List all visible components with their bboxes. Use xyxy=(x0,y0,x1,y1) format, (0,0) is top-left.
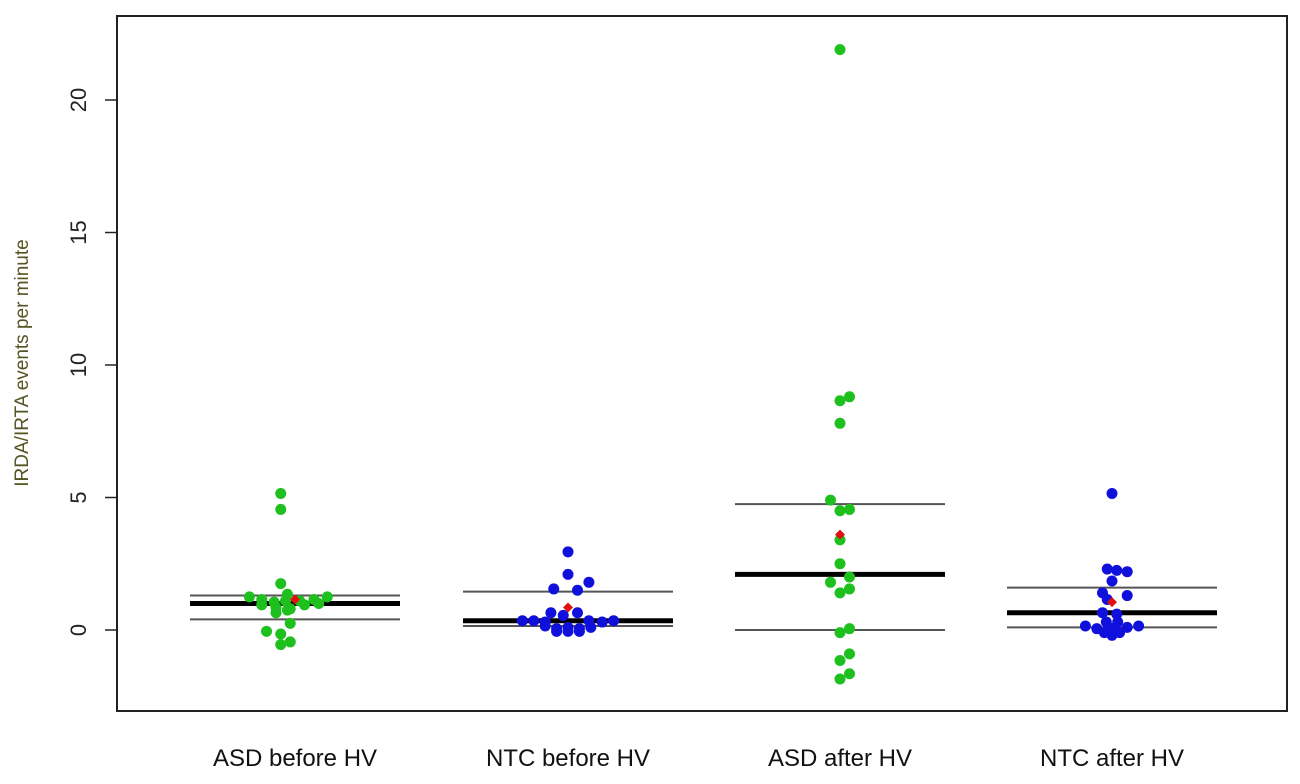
data-point xyxy=(1106,629,1118,641)
data-point xyxy=(834,654,846,666)
x-axis-labels: ASD before HV NTC before HV ASD after HV NT… xyxy=(213,745,1184,772)
data-point xyxy=(528,615,540,627)
data-point xyxy=(321,591,333,603)
data-point xyxy=(834,627,846,639)
x-category-label: ASD after HV xyxy=(768,745,912,772)
summary-lines xyxy=(190,503,1217,631)
mean-marker xyxy=(1107,597,1117,608)
data-point xyxy=(572,584,583,596)
y-axis: 0 5 10 15 20 xyxy=(66,88,118,636)
data-point xyxy=(1097,607,1108,619)
data-point xyxy=(557,609,569,621)
data-point xyxy=(275,488,287,500)
mean-marker xyxy=(290,594,300,605)
data-point xyxy=(539,620,551,632)
data-point xyxy=(1111,564,1123,576)
data-point xyxy=(844,623,855,635)
data-point xyxy=(844,668,855,680)
data-point xyxy=(562,625,574,637)
data-point xyxy=(1100,616,1112,628)
data-point xyxy=(844,391,855,403)
data-point xyxy=(585,621,597,633)
data-point xyxy=(834,395,846,407)
y-axis-title: IRDA/IRTA events per minute xyxy=(12,239,33,486)
data-point xyxy=(275,578,287,590)
data-point xyxy=(1101,563,1113,575)
data-point xyxy=(299,599,310,611)
data-point xyxy=(825,494,836,506)
y-tick-label: 0 xyxy=(66,624,91,636)
data-point xyxy=(834,44,846,56)
data-point xyxy=(1121,590,1133,602)
mean-markers xyxy=(290,529,1117,613)
data-point xyxy=(596,616,608,628)
data-point xyxy=(844,571,855,583)
data-point xyxy=(261,625,272,637)
y-tick-label: 15 xyxy=(66,220,91,244)
data-point xyxy=(284,636,296,648)
data-point xyxy=(1121,566,1133,578)
data-point xyxy=(573,625,585,637)
data-point xyxy=(834,417,846,429)
mean-marker xyxy=(563,602,573,613)
data-point xyxy=(1133,620,1145,632)
y-tick-label: 10 xyxy=(66,353,91,377)
data-point xyxy=(551,625,563,637)
data-point xyxy=(825,576,836,588)
data-points xyxy=(243,44,1145,685)
x-category-label: NTC after HV xyxy=(1040,745,1184,772)
x-category-label: ASD before HV xyxy=(213,745,377,772)
data-point xyxy=(275,503,287,515)
data-point xyxy=(281,604,293,616)
data-point xyxy=(548,583,560,595)
data-point xyxy=(562,568,574,580)
data-point xyxy=(1079,620,1091,632)
data-point xyxy=(834,505,846,517)
data-point xyxy=(243,591,255,603)
data-point xyxy=(844,583,855,595)
data-point xyxy=(1111,608,1123,620)
data-point xyxy=(1106,488,1118,500)
data-point xyxy=(844,648,855,660)
data-point xyxy=(545,607,557,619)
data-point xyxy=(834,558,846,570)
data-point xyxy=(562,546,574,558)
data-point xyxy=(834,534,846,546)
data-point xyxy=(583,576,595,588)
data-point xyxy=(834,673,846,685)
mean-marker xyxy=(835,529,845,540)
data-point xyxy=(270,607,282,619)
data-point xyxy=(516,615,528,627)
data-point xyxy=(275,628,287,640)
data-point xyxy=(834,587,846,599)
x-category-label: NTC before HV xyxy=(486,745,650,772)
data-point xyxy=(608,615,620,627)
data-point xyxy=(572,607,583,619)
data-point xyxy=(1106,575,1118,587)
data-point xyxy=(256,599,268,611)
data-point xyxy=(1112,616,1124,628)
data-point xyxy=(280,595,291,607)
data-point xyxy=(275,639,287,651)
y-tick-label: 5 xyxy=(66,491,91,503)
data-point xyxy=(844,503,855,515)
data-point xyxy=(313,598,325,609)
y-tick-label: 20 xyxy=(66,88,91,112)
data-point xyxy=(284,617,296,629)
